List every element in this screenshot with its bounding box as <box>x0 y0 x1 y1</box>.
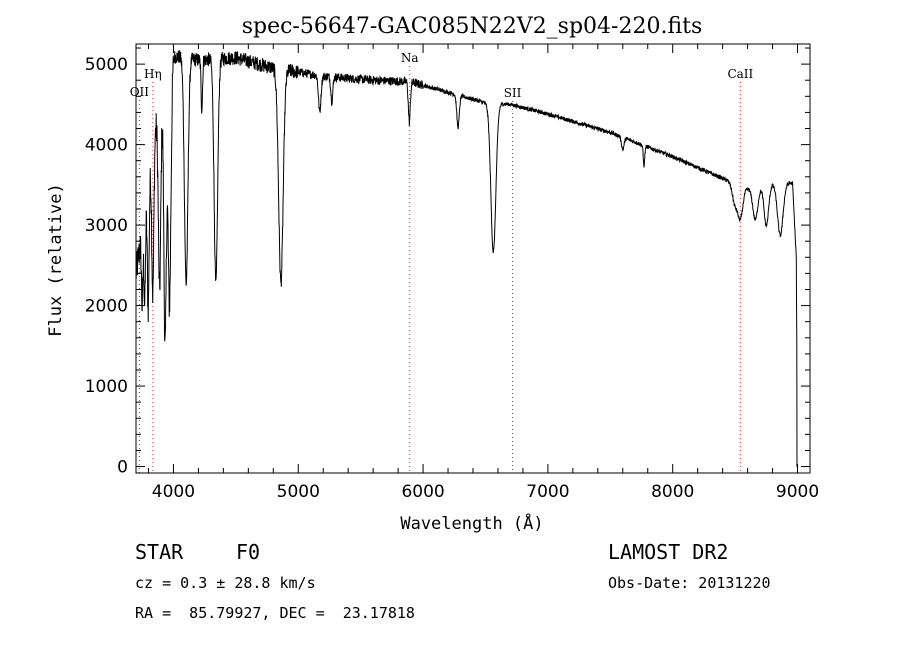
spectrum-line <box>135 50 798 468</box>
x-tick-label: 5000 <box>277 482 320 502</box>
y-axis-ticks: 0 1000 2000 3000 4000 5000 <box>85 47 810 478</box>
observation-date: Obs-Date: 20131220 <box>608 574 771 592</box>
plot-frame <box>135 43 811 474</box>
y-tick-label: 3000 <box>85 216 128 236</box>
chart-title: spec-56647-GAC085N22V2_sp04-220.fits <box>242 14 703 39</box>
spectrum-chart: spec-56647-GAC085N22V2_sp04-220.fits OII… <box>46 14 819 534</box>
marker-label: Hη <box>144 67 162 81</box>
sky-coordinates: RA = 85.79927, DEC = 23.17818 <box>135 604 415 622</box>
marker-label: Na <box>401 51 419 65</box>
survey-name: LAMOST DR2 <box>608 540 729 564</box>
y-tick-label: 0 <box>117 458 128 478</box>
redshift-cz: cz = 0.3 ± 28.8 km/s <box>135 574 316 592</box>
x-axis-ticks: 4000 5000 6000 7000 8000 9000 <box>147 44 819 502</box>
y-tick-label: 5000 <box>85 55 128 75</box>
marker-label: SII <box>504 86 522 100</box>
marker-label: OII <box>130 85 150 99</box>
x-tick-label: 9000 <box>776 482 819 502</box>
object-subclass: F0 <box>236 540 261 564</box>
y-axis-label: Flux (relative) <box>46 183 66 337</box>
y-tick-label: 4000 <box>85 136 128 156</box>
x-axis-label: Wavelength (Å) <box>400 512 543 534</box>
y-tick-label: 2000 <box>85 297 128 317</box>
x-tick-label: 4000 <box>152 482 195 502</box>
marker-label: CaII <box>727 67 753 81</box>
x-tick-label: 6000 <box>401 482 444 502</box>
x-tick-label: 8000 <box>651 482 694 502</box>
line-markers: OII Hη Na SII CaII <box>130 51 754 473</box>
y-tick-label: 1000 <box>85 377 128 397</box>
x-tick-label: 7000 <box>526 482 569 502</box>
object-class: STAR <box>135 540 184 564</box>
